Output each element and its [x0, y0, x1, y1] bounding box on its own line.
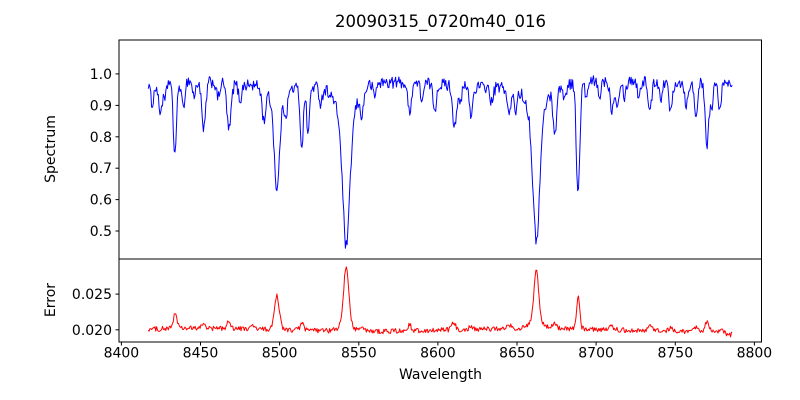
- error-axis-label: Error: [43, 282, 59, 318]
- error-frame: [118, 258, 762, 343]
- y-tick-label: 0.5: [90, 224, 112, 240]
- y-tick-label: 1.0: [90, 67, 112, 83]
- x-tick-label: 8700: [578, 346, 614, 362]
- x-tick-label: 8650: [499, 346, 535, 362]
- x-tick-label: 8750: [657, 346, 693, 362]
- spectrum-axis-label: Spectrum: [43, 115, 59, 183]
- y-tick-label: 0.020: [72, 323, 112, 339]
- x-tick-label: 8500: [262, 346, 298, 362]
- x-tick-label: 8400: [104, 346, 140, 362]
- y-tick-label: 0.9: [90, 98, 112, 114]
- spectrum-frame: [118, 39, 762, 260]
- x-tick-label: 8450: [183, 346, 219, 362]
- y-tick-label: 0.6: [90, 193, 112, 209]
- wavelength-axis-label: Wavelength: [398, 367, 483, 383]
- error-line: [147, 266, 733, 338]
- chart-title: 20090315_0720m40_016: [334, 12, 547, 31]
- y-tick-label: 0.7: [90, 161, 112, 177]
- x-tick-label: 8600: [420, 346, 456, 362]
- spectrum-line: [147, 75, 733, 249]
- y-tick-label: 0.8: [90, 130, 112, 146]
- x-tick-label: 8800: [737, 346, 773, 362]
- y-tick-label: 0.025: [72, 287, 112, 303]
- x-tick-label: 8550: [341, 346, 377, 362]
